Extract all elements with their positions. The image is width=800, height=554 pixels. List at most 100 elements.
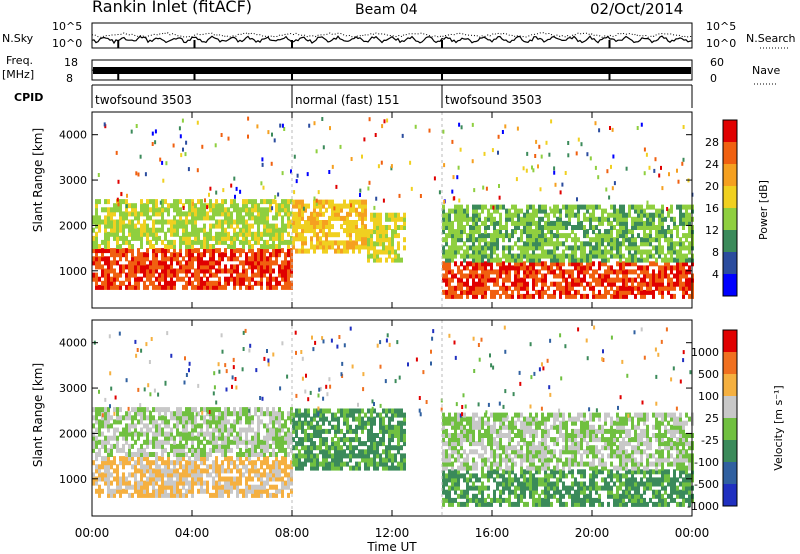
velocity-cell: [146, 435, 149, 441]
velocity-cell: [514, 473, 517, 479]
velocity-cell: [481, 473, 484, 479]
power-cell: [188, 199, 191, 205]
velocity-cell: [206, 480, 209, 486]
power-cell: [655, 208, 658, 214]
power-cell: [493, 293, 496, 299]
power-cell: [466, 212, 469, 218]
power-cell: [604, 216, 607, 222]
power-cell: [622, 253, 625, 259]
power-cell: [170, 239, 173, 245]
velocity-cell: [340, 449, 343, 455]
velocity-cell: [631, 481, 634, 487]
power-cell: [475, 237, 478, 243]
velocity-cell: [194, 480, 197, 486]
power-cell: [661, 293, 664, 299]
power-cell: [233, 203, 236, 209]
power-cell: [281, 248, 284, 254]
power-cell: [179, 264, 182, 270]
power-cell: [685, 289, 688, 295]
power-cell: [541, 261, 544, 267]
power-cell: [535, 233, 538, 239]
power-cell: [670, 237, 673, 243]
power-cell: [670, 281, 673, 287]
power-cell: [251, 235, 254, 241]
power-cell: [164, 260, 167, 266]
velocity-cell: [200, 480, 203, 486]
power-cell: [113, 280, 116, 286]
power-cell: [580, 293, 583, 299]
power-cell: [544, 225, 547, 230]
power-cell: [107, 276, 110, 282]
velocity-cell: [251, 488, 254, 494]
power-cell: [460, 261, 463, 267]
power-cell: [257, 207, 260, 213]
power-cell: [257, 272, 260, 278]
power-cell: [607, 220, 610, 226]
power-cell: [316, 232, 319, 238]
velocity-cell: [634, 477, 637, 483]
power-cell: [209, 268, 212, 274]
velocity-cell: [595, 485, 598, 491]
power-cell: [601, 293, 604, 299]
velocity-cell: [616, 501, 619, 507]
power-cell: [104, 248, 107, 254]
power-cell: [595, 233, 598, 239]
velocity-cell: [508, 473, 511, 479]
velocity-cell: [562, 481, 565, 487]
velocity-cell: [284, 484, 287, 490]
velocity-cell: [176, 456, 179, 462]
power-cell: [218, 203, 221, 209]
power-cell: [298, 248, 301, 254]
velocity-cell: [236, 492, 239, 498]
velocity-cell: [301, 428, 304, 434]
power-cell: [95, 276, 98, 282]
power-cell: [496, 253, 499, 259]
power-cell: [454, 293, 457, 299]
velocity-cell: [346, 416, 349, 422]
velocity-cell: [269, 411, 272, 417]
velocity-cell: [236, 456, 239, 462]
velocity-cell: [580, 497, 583, 503]
power-cell: [613, 208, 616, 214]
velocity-cell: [478, 497, 481, 503]
power-cell: [481, 220, 484, 226]
power-cell: [514, 241, 517, 247]
power-cell: [490, 249, 493, 255]
velocity-cell: [119, 492, 122, 498]
power-cell: [242, 272, 245, 278]
power-cell: [134, 268, 137, 274]
power-cell: [484, 216, 487, 222]
velocity-cell: [107, 476, 110, 482]
velocity-cell: [367, 461, 370, 467]
power-cell: [457, 229, 460, 235]
power-scatter-cell: [458, 122, 461, 127]
velocity-cell: [152, 460, 155, 466]
power-cell: [125, 276, 128, 282]
power-scatter-cell: [451, 139, 454, 144]
velocity-cell: [382, 420, 385, 426]
power-cell: [505, 273, 508, 279]
velocity-cell: [511, 501, 514, 507]
power-cell: [601, 241, 604, 247]
velocity-cell: [301, 437, 304, 443]
power-cell: [116, 276, 119, 282]
power-cell: [334, 215, 337, 221]
power-cell: [640, 265, 643, 271]
power-cell: [98, 223, 101, 229]
power-cell: [496, 241, 499, 247]
power-cell: [367, 241, 370, 247]
velocity-cell: [155, 427, 158, 433]
power-cell: [343, 199, 346, 205]
power-cell: [661, 285, 664, 291]
velocity-cell: [535, 477, 538, 483]
velocity-cell: [251, 484, 254, 490]
power-cell: [355, 236, 358, 242]
power-scatter-cell: [564, 171, 567, 175]
velocity-cell: [176, 443, 179, 449]
power-cell: [445, 241, 448, 247]
power-cell: [134, 207, 137, 213]
power-cell: [131, 252, 134, 258]
power-cell: [460, 229, 463, 235]
power-cell: [550, 241, 553, 247]
power-cell: [140, 264, 143, 270]
